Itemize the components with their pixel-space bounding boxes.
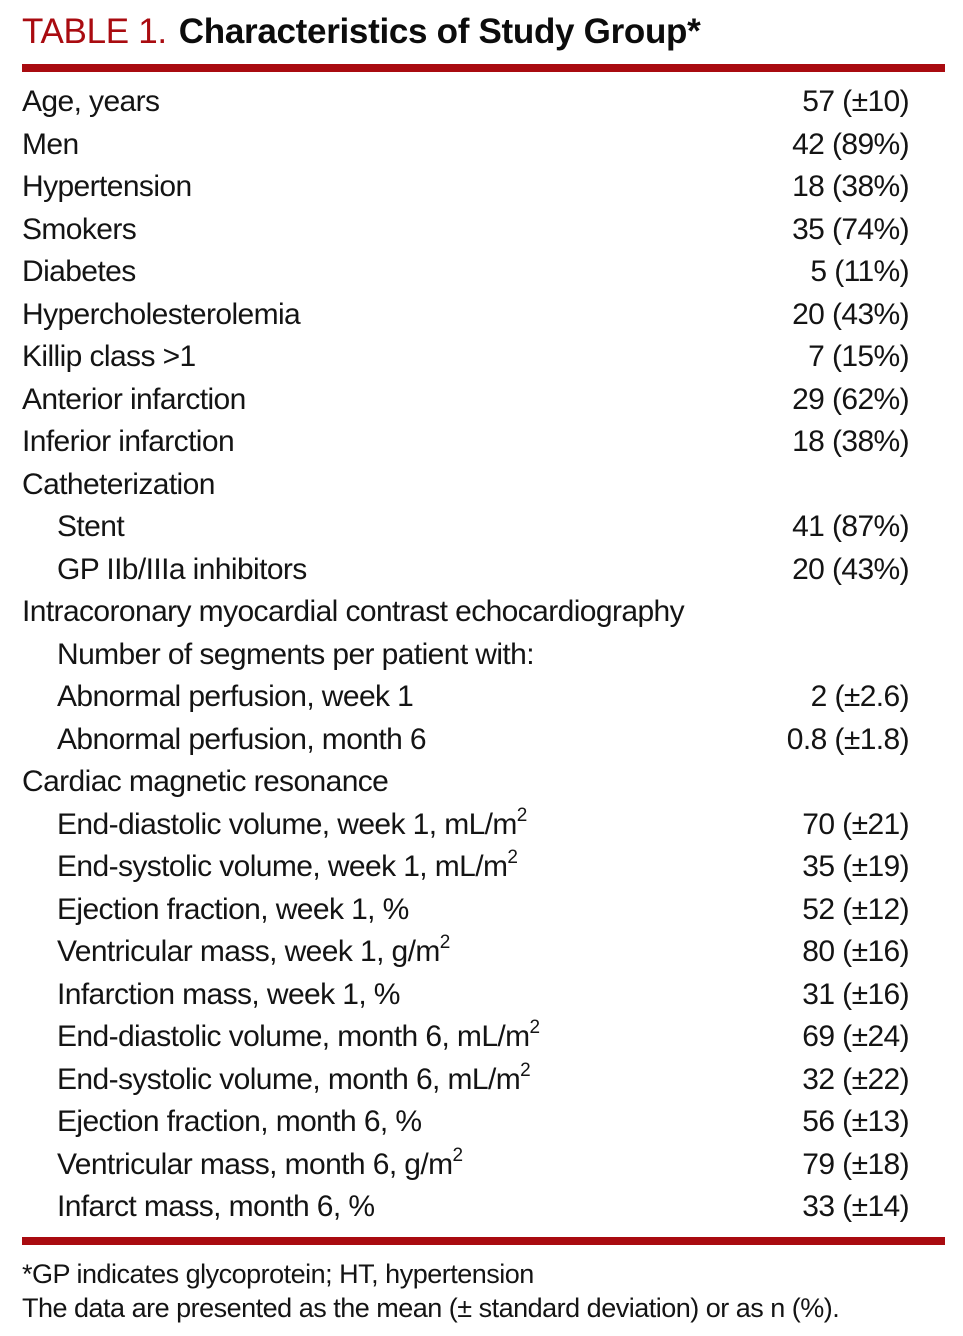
table-row: Ejection fraction, week 1, % 52 (±12) [22, 893, 945, 936]
table-title: TABLE 1. Characteristics of Study Group* [22, 10, 945, 54]
row-label: Smokers [22, 212, 137, 246]
row-label: Infarction mass, week 1, % [57, 977, 400, 1011]
row-label: Killip class >1 [22, 340, 196, 373]
bottom-rule [22, 1236, 945, 1245]
row-value: 5 (11%) [810, 255, 909, 288]
row-label: End-systolic volume, month 6, mL/m2 [57, 1059, 531, 1096]
row-value: 7 (15%) [808, 340, 909, 373]
table-row: Infarction mass, week 1, % 31 (±16) [22, 978, 945, 1021]
row-label-superscript: 2 [516, 804, 528, 826]
row-value: 56 (±13) [802, 1105, 909, 1138]
row-value: 18 (38%) [792, 425, 910, 458]
row-label: Cardiac magnetic resonance [22, 765, 389, 798]
table-body: Age, years 57 (±10) Men 42 (89%) Hypertensio… [22, 85, 945, 1233]
table-row: Ventricular mass, month 6, g/m2 79 (±18) [22, 1144, 945, 1191]
table-row: End-systolic volume, month 6, mL/m2 32 (±… [22, 1059, 945, 1106]
table-row: Men 42 (89%) [22, 128, 945, 171]
row-value: 2 (±2.6) [810, 680, 910, 713]
row-value: 33 (±14) [802, 1190, 909, 1223]
row-label: Ejection fraction, week 1, % [57, 892, 409, 926]
table-row: Ventricular mass, week 1, g/m2 80 (±16) [22, 932, 945, 978]
row-label: Abnormal perfusion, month 6 [57, 722, 427, 756]
row-label: End-systolic volume, week 1, mL/m2 [57, 847, 518, 883]
row-value: 57 (±10) [802, 85, 909, 118]
row-value: 80 (±16) [802, 935, 909, 968]
footnote-abbreviations: *GP indicates glycoprotein; HT, hyperten… [22, 1258, 534, 1289]
row-label: Hypertension [22, 170, 192, 203]
row-value: 20 (43%) [792, 552, 910, 586]
row-value: 32 (±22) [802, 1062, 909, 1096]
table-row: Abnormal perfusion, week 1 2 (±2.6) [22, 680, 945, 723]
row-label: Age, years [22, 85, 160, 118]
row-label: End-diastolic volume, week 1, mL/m2 [57, 804, 528, 841]
row-label: Anterior infarction [22, 382, 246, 416]
table-row: Number of segments per patient with: [22, 638, 945, 681]
row-label-superscript: 2 [520, 1059, 531, 1081]
row-value: 0.8 (±1.8) [786, 722, 910, 756]
row-value: 70 (±21) [802, 807, 909, 841]
row-value: 18 (38%) [792, 170, 910, 203]
table-row: End-systolic volume, week 1, mL/m2 35 (±1… [22, 847, 945, 893]
row-label: Inferior infarction [22, 425, 235, 458]
row-label: Men [22, 127, 79, 161]
row-value: 20 (43%) [792, 297, 910, 331]
row-value: 52 (±12) [802, 892, 909, 926]
row-label: End-diastolic volume, month 6, mL/m2 [57, 1017, 541, 1053]
row-label: Ventricular mass, month 6, g/m2 [57, 1144, 464, 1181]
table-row: Diabetes 5 (11%) [22, 255, 945, 298]
table-row: Ejection fraction, month 6, % 56 (±13) [22, 1105, 945, 1148]
row-label: Abnormal perfusion, week 1 [57, 680, 414, 713]
row-label: Ventricular mass, week 1, g/m2 [57, 932, 451, 968]
row-value: 79 (±18) [802, 1147, 909, 1181]
table-row: Inferior infarction 18 (38%) [22, 425, 945, 468]
row-value: 29 (62%) [792, 382, 910, 416]
table-row: Infarct mass, month 6, % 33 (±14) [22, 1190, 945, 1233]
top-rule [22, 64, 945, 72]
table-caption: Characteristics of Study Group* [178, 12, 701, 51]
row-label-superscript: 2 [452, 1144, 464, 1166]
row-label: Stent [57, 510, 125, 543]
table-row: End-diastolic volume, week 1, mL/m2 70 (±… [22, 804, 945, 851]
row-label: Hypercholesterolemia [22, 297, 301, 331]
table-row: Stent 41 (87%) [22, 510, 945, 553]
table-row: Age, years 57 (±10) [22, 85, 945, 128]
table-row: Abnormal perfusion, month 6 0.8 (±1.8) [22, 723, 945, 766]
row-label: Number of segments per patient with: [57, 637, 535, 671]
table-row: Hypertension 18 (38%) [22, 170, 945, 213]
table-number: TABLE 1. [22, 12, 167, 51]
row-label: GP IIb/IIIa inhibitors [57, 552, 307, 586]
table-row: Killip class >1 7 (15%) [22, 340, 945, 383]
table-row: Cardiac magnetic resonance [22, 765, 945, 808]
row-label-superscript: 2 [439, 932, 451, 953]
row-label-superscript: 2 [529, 1017, 541, 1038]
row-value: 35 (74%) [792, 212, 910, 246]
table-row: Anterior infarction 29 (62%) [22, 383, 945, 426]
table-row: GP IIb/IIIa inhibitors 20 (43%) [22, 553, 945, 596]
row-label-superscript: 2 [507, 847, 518, 868]
table-row: End-diastolic volume, month 6, mL/m2 69 (… [22, 1017, 945, 1063]
table-row: Catheterization [22, 468, 945, 511]
row-value: 35 (±19) [802, 850, 909, 883]
row-value: 31 (±16) [802, 977, 909, 1011]
table-row: Smokers 35 (74%) [22, 213, 945, 256]
row-value: 69 (±24) [802, 1020, 909, 1053]
row-label: Catheterization [22, 467, 215, 501]
row-label: Infarct mass, month 6, % [57, 1190, 375, 1223]
row-label: Ejection fraction, month 6, % [57, 1105, 422, 1138]
table-row: Intracoronary myocardial contrast echoca… [22, 595, 945, 638]
footnotes: *GP indicates glycoprotein; HT, hyperten… [22, 1257, 945, 1325]
row-label: Diabetes [22, 255, 136, 288]
row-value: 41 (87%) [792, 510, 910, 543]
row-label: Intracoronary myocardial contrast echoca… [22, 595, 685, 628]
row-value: 42 (89%) [792, 127, 910, 161]
table-row: Hypercholesterolemia 20 (43%) [22, 298, 945, 341]
footnote-data-presentation: The data are presented as the mean (± st… [22, 1292, 840, 1323]
